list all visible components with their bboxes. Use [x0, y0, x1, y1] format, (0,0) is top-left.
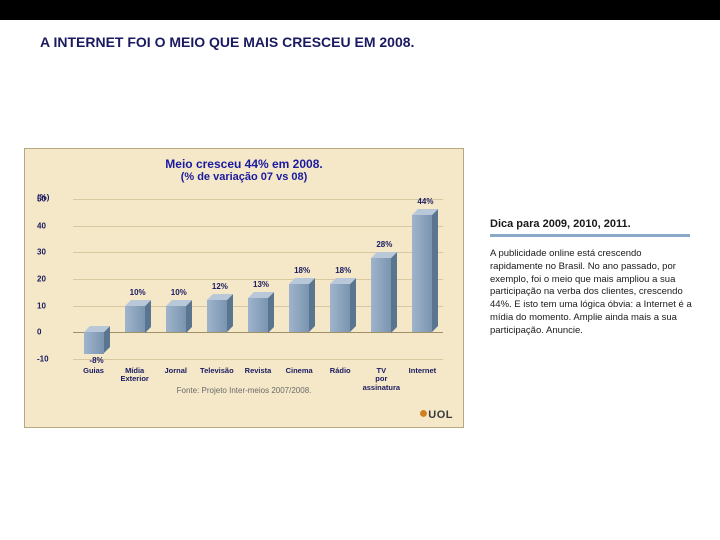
bar-value-label: 18%	[335, 266, 351, 275]
category-label: Revista	[237, 367, 279, 375]
bar-side	[432, 209, 438, 332]
category-label: Internet	[401, 367, 443, 375]
y-tick-label: 50	[37, 195, 46, 204]
bar: 18%	[330, 199, 356, 359]
bar-value-label: 28%	[376, 240, 392, 249]
bar-front	[412, 215, 432, 332]
bar: 10%	[166, 199, 192, 359]
bar-value-label: -8%	[89, 356, 103, 365]
tip-body: A publicidade online está crescendo rapi…	[490, 248, 695, 338]
category-label: Cinema	[278, 367, 320, 375]
logo-dot-icon: ●	[419, 405, 429, 422]
category-label: Televisão	[196, 367, 238, 375]
chart-title: Meio cresceu 44% em 2008. (% de variação…	[25, 157, 463, 185]
category-label: Jornal	[155, 367, 197, 375]
chart-title-line2: (% de variação 07 vs 08)	[25, 171, 463, 184]
bar-value-label: 12%	[212, 282, 228, 291]
y-tick-label: 30	[37, 248, 46, 257]
bar-side	[309, 278, 315, 332]
y-tick-label: 0	[37, 328, 41, 337]
chart-panel: Meio cresceu 44% em 2008. (% de variação…	[24, 148, 464, 428]
bar-front	[125, 306, 145, 333]
bar-value-label: 18%	[294, 266, 310, 275]
bar: 12%	[207, 199, 233, 359]
bar-front	[289, 284, 309, 332]
bar: 18%	[289, 199, 315, 359]
bar-side	[227, 294, 233, 332]
y-tick-label: 20	[37, 275, 46, 284]
bar-value-label: 10%	[171, 288, 187, 297]
bar-value-label: 10%	[130, 288, 146, 297]
bar-side	[350, 278, 356, 332]
bar: 13%	[248, 199, 274, 359]
bar: 28%	[371, 199, 397, 359]
grid-line	[73, 359, 443, 360]
y-tick-label: -10	[37, 355, 49, 364]
bar: 44%	[412, 199, 438, 359]
bar-front	[84, 332, 104, 353]
chart-source: Fonte: Projeto Inter-meios 2007/2008.	[25, 386, 463, 395]
bar-side	[268, 292, 274, 333]
bar-front	[371, 258, 391, 333]
bar-value-label: 44%	[417, 197, 433, 206]
uol-logo: ●UOL	[419, 409, 453, 421]
y-tick-label: 40	[37, 221, 46, 230]
tip-underline	[490, 234, 690, 237]
logo-text: UOL	[428, 409, 453, 421]
category-label: Rádio	[319, 367, 361, 375]
header-black-band	[0, 0, 720, 20]
category-label: Guias	[73, 367, 115, 375]
y-tick-label: 10	[37, 301, 46, 310]
bar-front	[207, 300, 227, 332]
bar-side	[391, 252, 397, 333]
bar: -8%	[84, 199, 110, 359]
bar-front	[248, 298, 268, 333]
chart-title-line1: Meio cresceu 44% em 2008.	[25, 157, 463, 171]
category-label: MídiaExterior	[114, 367, 156, 384]
bar-front	[330, 284, 350, 332]
tip-title: Dica para 2009, 2010, 2011.	[490, 218, 631, 230]
bar-front	[166, 306, 186, 333]
bar: 10%	[125, 199, 151, 359]
bar-value-label: 13%	[253, 280, 269, 289]
page-title: A INTERNET FOI O MEIO QUE MAIS CRESCEU E…	[40, 34, 414, 50]
plot-area: -1001020304050-8%Guias10%MídiaExterior10…	[73, 199, 443, 359]
